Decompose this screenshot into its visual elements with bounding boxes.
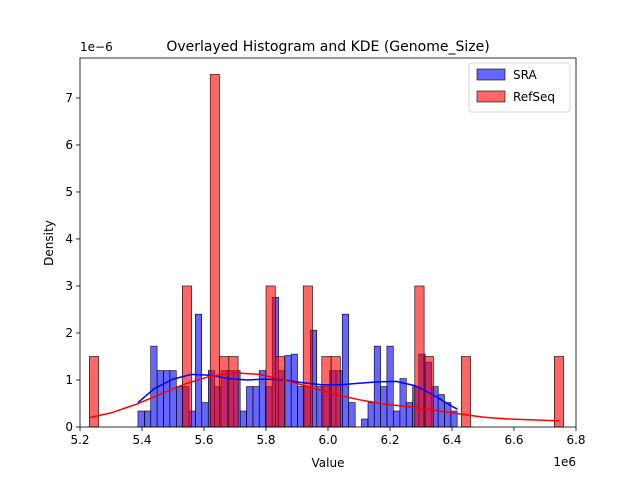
y-tick-label-3: 3 (65, 279, 73, 293)
refseq-bar-35 (414, 285, 425, 428)
refseq-bar-20 (274, 356, 285, 428)
y-axis-ticks: 0 1 2 3 4 5 6 7 (65, 91, 80, 434)
sra-bar-36 (367, 402, 375, 428)
x-tick-label-2: 5.6 (194, 433, 213, 447)
y-tick-label-7: 7 (65, 91, 73, 105)
x-offset-label: 1e6 (553, 455, 576, 469)
sra-bar-39 (386, 345, 394, 428)
x-axis-label: Value (312, 456, 345, 470)
sra-bar-9 (195, 313, 203, 428)
x-axis-ticks: 5.2 5.4 5.6 5.8 6.0 6.2 6.4 6.6 6.8 (70, 427, 586, 447)
legend-swatch-refseq (476, 90, 506, 103)
y-axis-label: Density (42, 220, 56, 266)
y-tick-label-0: 0 (65, 420, 73, 434)
refseq-bar-23 (302, 285, 313, 428)
x-tick-label-7: 6.6 (504, 433, 523, 447)
sra-bar-40 (393, 410, 401, 428)
chart-title: Overlayed Histogram and KDE (Genome_Size… (166, 39, 489, 55)
sra-bar-32 (341, 313, 349, 428)
legend: SRA RefSeq (468, 62, 571, 113)
legend-label-refseq: RefSeq (513, 90, 555, 104)
x-tick-label-0: 5.2 (70, 433, 89, 447)
refseq-bar-50 (553, 356, 564, 428)
sra-bar-0 (137, 410, 145, 428)
y-tick-label-4: 4 (65, 232, 73, 246)
legend-swatch-sra (476, 68, 506, 81)
sra-bar-37 (373, 345, 381, 428)
refseq-bar-40 (460, 356, 471, 428)
sra-bar-48 (444, 402, 452, 428)
sra-bar-1 (144, 410, 152, 428)
sra-bar-33 (348, 402, 356, 428)
sra-bar-6 (176, 386, 184, 428)
refseq-bar-19 (265, 285, 276, 428)
x-tick-label-8: 6.8 (566, 433, 585, 447)
y-tick-label-2: 2 (65, 326, 73, 340)
sra-bar-41 (399, 378, 407, 428)
x-tick-label-1: 5.4 (132, 433, 151, 447)
sra-bar-38 (380, 386, 388, 428)
sra-bar-4 (163, 370, 171, 428)
y-tick-label-1: 1 (65, 373, 73, 387)
x-tick-label-4: 6.0 (318, 433, 337, 447)
sra-bar-17 (246, 386, 254, 428)
sra-bar-18 (252, 386, 260, 428)
y-tick-label-5: 5 (65, 185, 73, 199)
x-tick-label-3: 5.8 (256, 433, 275, 447)
y-tick-label-6: 6 (65, 138, 73, 152)
sra-bar-10 (201, 402, 209, 428)
sra-bar-3 (156, 370, 164, 428)
sra-bar-2 (150, 345, 158, 428)
sra-bar-24 (290, 353, 298, 428)
sra-bar-16 (239, 410, 247, 428)
refseq-kde-line (89, 372, 560, 422)
sra-kde-line (137, 373, 458, 410)
y-offset-label: 1e−6 (80, 40, 113, 54)
sra-bar-35 (361, 418, 369, 428)
refseq-bar-15 (228, 356, 239, 428)
x-tick-label-6: 6.4 (442, 433, 461, 447)
refseq-bar-10 (182, 285, 192, 428)
sra-bar-23 (284, 355, 292, 428)
refseq-bar-14 (219, 356, 230, 428)
x-tick-label-5: 6.2 (380, 433, 399, 447)
legend-label-sra: SRA (513, 68, 537, 82)
refseq-bar-13 (209, 74, 220, 428)
refseq-bar-26 (330, 356, 341, 428)
